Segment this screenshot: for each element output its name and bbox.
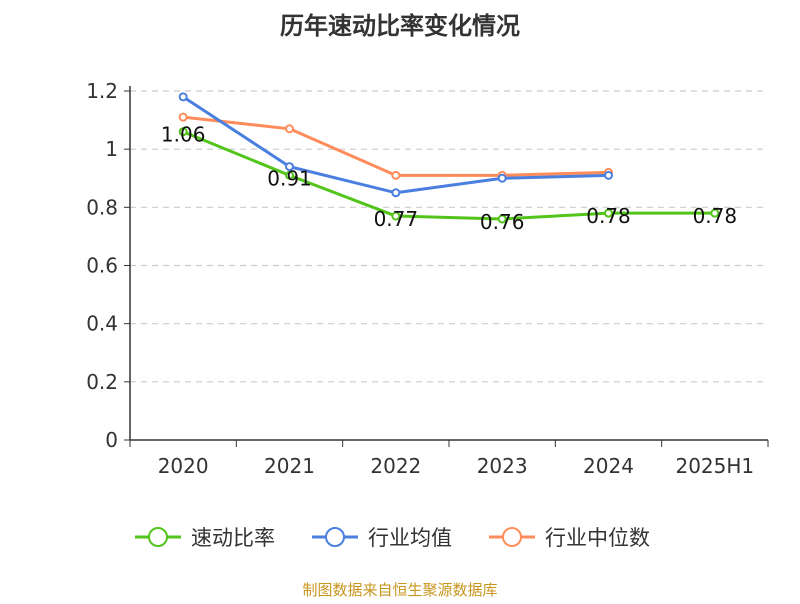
chart-title: 历年速动比率变化情况 — [280, 12, 520, 40]
data-point — [604, 170, 613, 180]
legend-label: 行业均值 — [368, 526, 452, 550]
source-note: 制图数据来自恒生聚源数据库 — [302, 581, 497, 599]
x-tick-label: 2022 — [370, 454, 421, 478]
data-point — [497, 173, 507, 183]
series-line — [182, 130, 715, 221]
legend-marker — [148, 527, 168, 547]
legend-marker — [325, 527, 345, 547]
legend-marker — [502, 527, 522, 547]
y-tick-label: 0.2 — [86, 370, 118, 394]
data-label: 0.91 — [267, 166, 312, 190]
y-tick-label: 0.6 — [86, 254, 118, 278]
data-point — [391, 211, 401, 221]
data-point — [285, 124, 294, 134]
x-tick-label: 2024 — [583, 454, 634, 478]
y-tick-label: 0.8 — [86, 195, 118, 219]
y-tick-label: 0.4 — [86, 312, 118, 336]
data-point — [285, 162, 294, 172]
data-point — [497, 214, 507, 224]
x-tick-label: 2023 — [477, 454, 528, 478]
data-point — [178, 127, 188, 137]
legend-label: 行业中位数 — [545, 526, 650, 550]
data-point — [178, 112, 188, 122]
data-label: 0.78 — [586, 204, 631, 228]
x-tick-label: 2021 — [264, 454, 315, 478]
data-point — [710, 208, 720, 218]
data-point — [178, 92, 188, 102]
legend-label: 速动比率 — [191, 526, 275, 550]
data-label: 0.78 — [693, 204, 738, 228]
data-label: 0.76 — [480, 210, 525, 234]
y-tick-label: 0 — [105, 428, 118, 452]
y-tick-label: 1 — [105, 137, 118, 161]
x-tick-label: 2020 — [158, 454, 209, 478]
x-tick-label: 2025H1 — [675, 454, 754, 478]
data-label: 1.06 — [161, 123, 206, 147]
series-line — [183, 115, 609, 177]
y-tick-label: 1.2 — [86, 79, 118, 103]
data-point — [604, 208, 613, 218]
data-point — [285, 170, 294, 180]
data-point — [391, 170, 401, 180]
data-point — [391, 188, 401, 198]
data-label: 0.77 — [374, 207, 419, 231]
